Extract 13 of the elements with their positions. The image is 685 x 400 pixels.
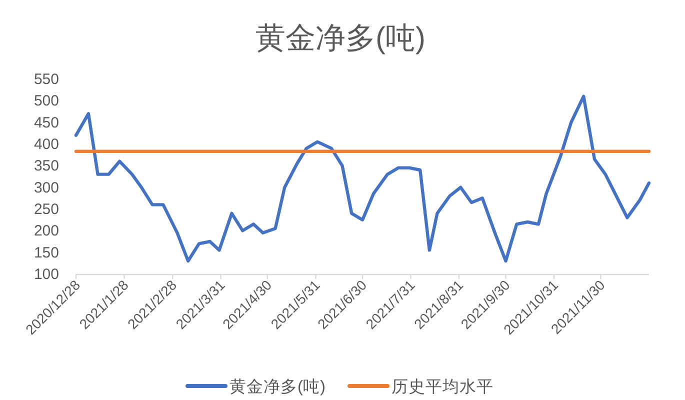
y-tick-label: 550 bbox=[34, 71, 59, 88]
title: 黄金净多(吨) bbox=[256, 22, 426, 55]
y-tick-label: 350 bbox=[34, 158, 59, 175]
y-tick-label: 400 bbox=[34, 136, 59, 153]
y-tick-label: 200 bbox=[34, 222, 59, 240]
y-tick-label: 250 bbox=[34, 201, 59, 218]
y-tick-label: 500 bbox=[34, 92, 59, 110]
legend-label: 黄金净多(吨) bbox=[230, 378, 326, 396]
legend-label: 历史平均水平 bbox=[392, 378, 494, 396]
y-tick-label: 100 bbox=[34, 266, 59, 283]
y-tick-label: 300 bbox=[34, 179, 59, 196]
y-tick-label: 150 bbox=[34, 244, 59, 262]
y-tick-label: 450 bbox=[34, 114, 59, 132]
